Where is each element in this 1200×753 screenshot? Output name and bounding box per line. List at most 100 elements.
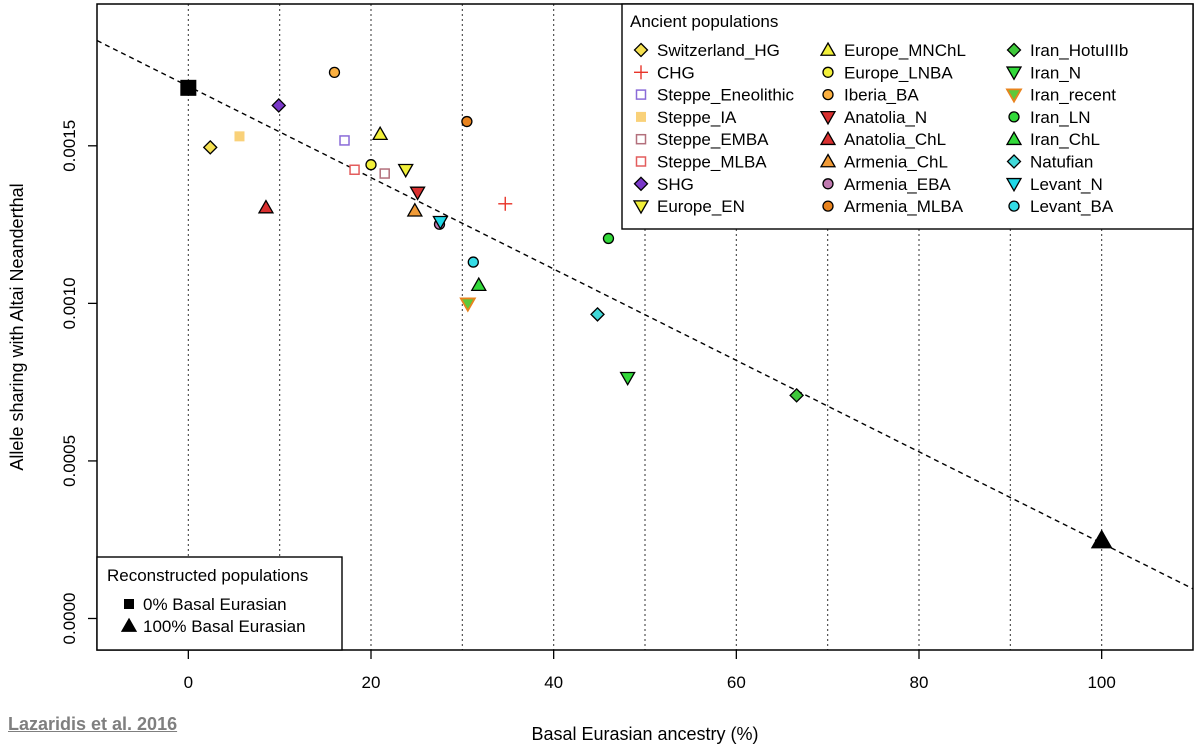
legend-label-iran-n: Iran_N <box>1030 63 1081 82</box>
legend-label-levant-ba: Levant_BA <box>1030 197 1114 216</box>
x-axis-title: Basal Eurasian ancestry (%) <box>531 724 758 744</box>
legend-key-levant-n <box>1005 177 1023 193</box>
legend-label-europe-mnchl: Europe_MNChL <box>844 41 966 60</box>
point-steppe-emba <box>379 168 390 179</box>
point-steppe-ia <box>234 131 245 142</box>
legend-label-steppe-mlba: Steppe_MLBA <box>657 153 767 172</box>
point-anatolia-n <box>409 186 426 201</box>
x-tick-label: 100 <box>1087 673 1115 692</box>
legend-key-anatolia-chl <box>819 130 837 146</box>
legend-key-anatolia-n <box>819 111 837 126</box>
x-tick-label: 40 <box>544 673 563 692</box>
legend-label-iberia-ba: Iberia_BA <box>844 86 919 105</box>
legend-label-anatolia-n: Anatolia_N <box>844 108 927 127</box>
point-levant-ba <box>467 256 479 268</box>
legend-key-iran-chl <box>1005 130 1023 146</box>
legend-ancient-populations: Ancient populations Switzerland_HG CHG Ste… <box>621 3 1194 230</box>
legend-reconstructed-box <box>96 556 343 651</box>
legend-label-100-basal-eurasian: 100% Basal Eurasian <box>143 617 306 636</box>
legend-label-shg: SHG <box>657 175 694 194</box>
legend-key-chg <box>634 65 648 80</box>
legend-label-iran-ln: Iran_LN <box>1030 108 1090 127</box>
point-0-basal-eurasian <box>180 79 197 96</box>
legend-key-levant-ba <box>1008 200 1020 212</box>
point-chg <box>498 196 513 211</box>
legend-label-switzerland-hg: Switzerland_HG <box>657 41 780 60</box>
point-shg <box>271 98 287 113</box>
y-tick-label: 0.0005 <box>60 435 79 487</box>
legend-label-anatolia-chl: Anatolia_ChL <box>844 130 946 149</box>
legend-ancient-box <box>621 3 1194 230</box>
legend-key-iran-ln <box>1008 111 1020 123</box>
legend-label-natufian: Natufian <box>1030 153 1093 172</box>
legend-key-0-basal-eurasian <box>124 599 134 609</box>
x-tick-label: 0 <box>184 673 193 692</box>
x-tick-label: 80 <box>910 673 929 692</box>
legend-key-steppe-eneolithic <box>635 89 647 100</box>
legend-key-iberia-ba <box>822 88 834 101</box>
legend-label-europe-en: Europe_EN <box>657 197 745 216</box>
legend-label-iran-chl: Iran_ChL <box>1030 130 1100 149</box>
point-switzerland-hg <box>202 139 218 155</box>
y-axis: 0.0000 0.0005 0.0010 0.0015 <box>60 120 97 644</box>
legend-key-europe-mnchl <box>819 41 837 56</box>
point-anatolia-chl <box>257 199 275 214</box>
legend-label-armenia-chl: Armenia_ChL <box>844 153 948 172</box>
legend-key-armenia-chl <box>819 153 837 168</box>
point-steppe-eneolithic <box>339 135 350 146</box>
legend-label-chg: CHG <box>657 63 695 82</box>
legend-key-armenia-eba <box>822 178 834 190</box>
legend-label-armenia-eba: Armenia_EBA <box>844 175 951 194</box>
legend-reconstructed-title: Reconstructed populations <box>107 566 308 585</box>
legend-label-steppe-eneolithic: Steppe_Eneolithic <box>657 86 795 105</box>
legend-label-armenia-mlba: Armenia_MLBA <box>844 197 964 216</box>
point-europe-lnba <box>365 159 377 171</box>
point-iran-ln <box>602 232 615 245</box>
legend-key-iran-n <box>1005 66 1023 81</box>
legend-key-switzerland-hg <box>633 42 649 58</box>
point-levant-n <box>432 215 449 231</box>
legend-key-europe-lnba <box>822 66 834 78</box>
point-europe-en <box>397 163 414 179</box>
point-armenia-chl <box>406 202 423 217</box>
legend-label-0-basal-eurasian: 0% Basal Eurasian <box>143 595 287 614</box>
legend-label-steppe-emba: Steppe_EMBA <box>657 130 769 149</box>
y-axis-title: Allele sharing with Altai Neanderthal <box>7 183 27 470</box>
point-iran-recent <box>459 297 477 313</box>
x-tick-label: 20 <box>362 673 381 692</box>
point-armenia-mlba <box>461 115 473 128</box>
data-points <box>180 66 1113 549</box>
legend-key-100-basal-eurasian <box>120 617 138 632</box>
point-europe-mnchl <box>372 125 389 141</box>
legend-label-steppe-ia: Steppe_IA <box>657 108 737 127</box>
legend-label-europe-lnba: Europe_LNBA <box>844 63 953 82</box>
legend-key-steppe-mlba <box>635 156 647 167</box>
y-tick-label: 0.0000 <box>60 592 79 644</box>
point-100-basal-eurasian <box>1090 529 1113 549</box>
y-tick-label: 0.0015 <box>60 120 79 172</box>
legend-key-steppe-ia <box>636 111 646 122</box>
point-iran-n <box>619 371 636 387</box>
legend-reconstructed-items: 0% Basal Eurasian 100% Basal Eurasian <box>120 595 306 636</box>
legend-key-steppe-emba <box>635 133 647 145</box>
point-natufian <box>590 306 605 322</box>
legend-key-europe-en <box>632 200 650 215</box>
legend-label-iran-hotuiiib: Iran_HotuIIIb <box>1030 41 1128 60</box>
point-steppe-mlba <box>349 164 360 176</box>
x-tick-label: 60 <box>727 673 746 692</box>
legend-label-levant-n: Levant_N <box>1030 175 1103 194</box>
legend-key-natufian <box>1006 154 1022 169</box>
legend-key-shg <box>633 176 649 192</box>
legend-ancient-items: Switzerland_HG CHG Steppe_Eneolithic Steppe… <box>632 41 1128 216</box>
point-iran-chl <box>470 276 487 291</box>
legend-key-iran-recent <box>1005 88 1023 104</box>
regression-line <box>96 39 1194 590</box>
point-iberia-ba <box>328 66 341 79</box>
x-axis: 0 20 40 60 80 100 <box>184 650 1116 692</box>
point-iran-hotuiiib <box>789 387 805 403</box>
legend-key-iran-hotuiiib <box>1006 42 1022 58</box>
legend-ancient-title: Ancient populations <box>630 12 778 31</box>
y-tick-label: 0.0010 <box>60 277 79 329</box>
legend-key-armenia-mlba <box>822 200 834 212</box>
